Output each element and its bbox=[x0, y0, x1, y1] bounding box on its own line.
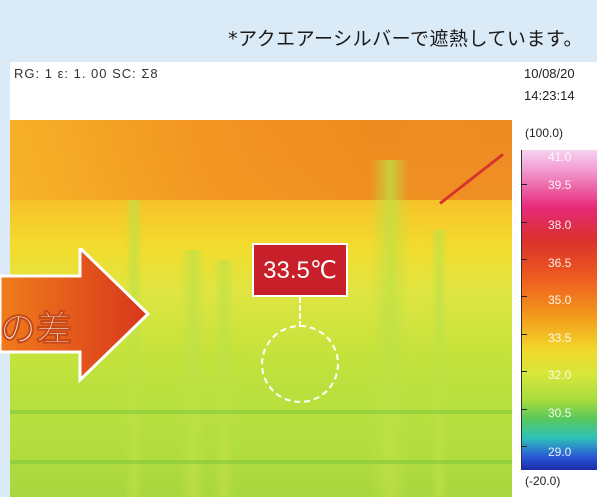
pillar bbox=[430, 230, 448, 497]
pillar bbox=[370, 160, 410, 497]
measurement-spot-circle bbox=[261, 325, 339, 403]
scale-tick bbox=[521, 184, 527, 185]
thermal-image bbox=[10, 120, 512, 497]
scale-label: 32.0 bbox=[548, 368, 572, 382]
scale-label: 41.0 bbox=[548, 150, 572, 164]
scale-tick bbox=[521, 334, 527, 335]
caption-text: *アクエアーシルバーで遮熱しています。 bbox=[228, 28, 583, 50]
pillar bbox=[125, 200, 143, 497]
callout-leader-line bbox=[299, 297, 301, 327]
scale-tick bbox=[521, 222, 527, 223]
arrow-label: の差 bbox=[0, 309, 73, 351]
scale-tick bbox=[521, 446, 527, 447]
camera-settings-readout: RG: 1 ε: 1. 00 SC: Σ8 bbox=[14, 66, 159, 81]
scale-tick bbox=[521, 409, 527, 410]
scale-label: 39.5 bbox=[548, 178, 572, 192]
caption-bar: *アクエアーシルバーで遮熱しています。 bbox=[0, 0, 597, 62]
capture-time: 14:23:14 bbox=[524, 88, 575, 103]
temperature-color-scale bbox=[521, 150, 597, 470]
scale-tick bbox=[521, 371, 527, 372]
arrow-graphic bbox=[0, 248, 150, 383]
scale-tick bbox=[521, 296, 527, 297]
scale-range-bottom: (-20.0) bbox=[525, 474, 561, 488]
scale-label: 35.0 bbox=[548, 293, 572, 307]
floor-edge bbox=[10, 410, 512, 414]
capture-date: 10/08/20 bbox=[524, 66, 575, 81]
scale-label: 38.0 bbox=[548, 218, 572, 232]
scale-range-top: (100.0) bbox=[525, 126, 564, 140]
pillar bbox=[180, 250, 206, 497]
scale-tick bbox=[521, 259, 527, 260]
ceiling-hot-zone bbox=[10, 120, 512, 200]
pillar bbox=[213, 260, 235, 497]
floor-edge bbox=[10, 460, 512, 464]
scale-label: 30.5 bbox=[548, 406, 572, 420]
scale-label: 29.0 bbox=[548, 445, 572, 459]
scale-label: 36.5 bbox=[548, 256, 572, 270]
scale-label: 33.5 bbox=[548, 331, 572, 345]
temperature-callout: 33.5℃ bbox=[252, 243, 348, 297]
